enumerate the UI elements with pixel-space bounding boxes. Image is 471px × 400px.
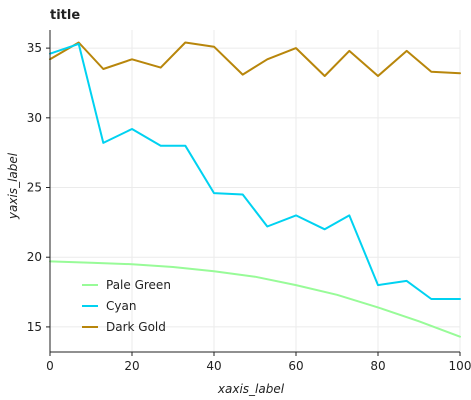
legend-label-cyan: Cyan [106, 299, 136, 313]
x-tick-label: 20 [124, 359, 139, 373]
series-line-cyan [49, 42, 461, 300]
x-tick-label: 100 [449, 359, 471, 373]
x-tick-label: 80 [370, 359, 385, 373]
y-tick-label: 15 [27, 320, 42, 334]
x-tick-label: 60 [288, 359, 303, 373]
legend: Pale Green Cyan Dark Gold [82, 278, 171, 334]
x-tick-label: 0 [46, 359, 54, 373]
y-tick-label: 35 [27, 41, 42, 55]
series-lines [49, 41, 461, 338]
y-tick-label: 25 [27, 181, 42, 195]
y-tick-label: 30 [27, 111, 42, 125]
x-axis-ticks: 0 20 40 60 80 100 [46, 352, 471, 373]
y-tick-label: 20 [27, 250, 42, 264]
chart-title: title [50, 8, 80, 23]
series-line-dark-gold [49, 41, 461, 77]
x-axis-label: xaxis_label [217, 382, 285, 396]
axes [49, 30, 460, 353]
y-axis-ticks: 15 20 25 30 35 [27, 41, 50, 334]
y-axis-label: yaxis_label [6, 152, 20, 220]
series-line-pale-green [49, 260, 461, 338]
x-tick-label: 40 [206, 359, 221, 373]
legend-label-pale-green: Pale Green [106, 278, 171, 292]
legend-label-dark-gold: Dark Gold [106, 320, 166, 334]
